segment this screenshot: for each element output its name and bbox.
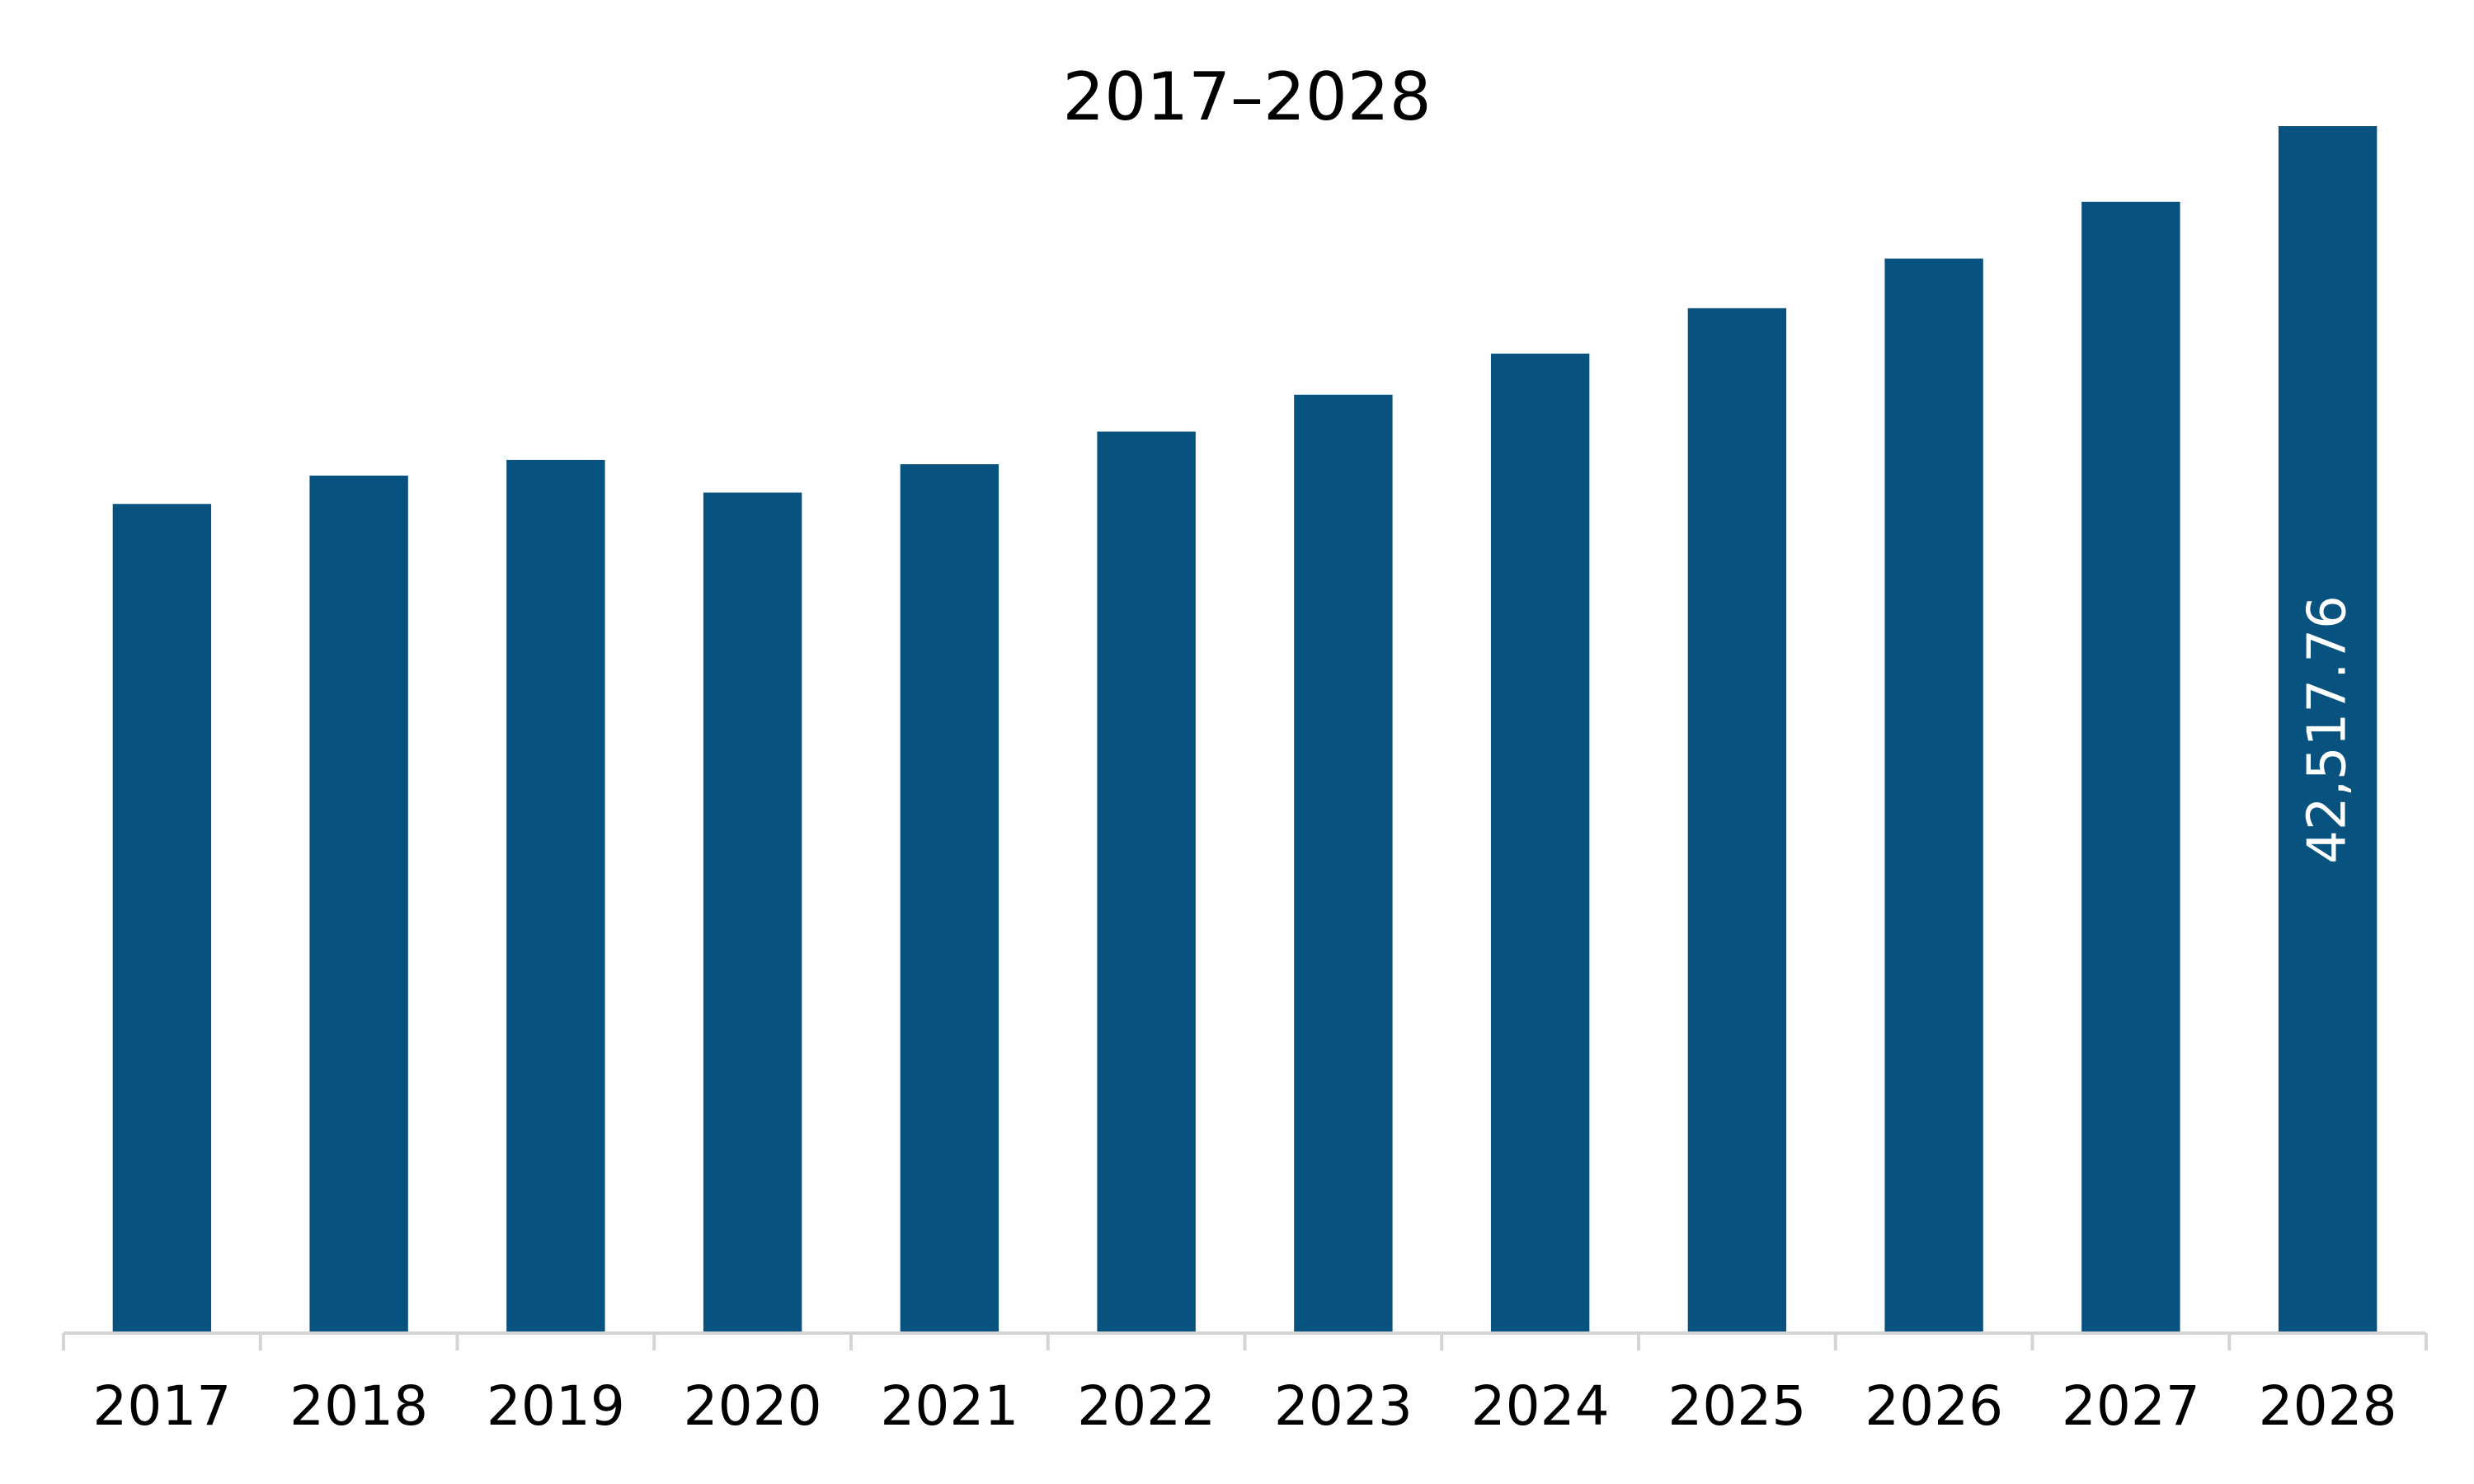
x-tick-labels: 2017 2018 2019 2020 2021 2022 2023 2024 2025 2026… <box>92 1374 2396 1438</box>
bar-2028 <box>2278 126 2378 1332</box>
x-tick-label-2025: 2025 <box>1667 1374 1806 1438</box>
x-tick-label-2027: 2027 <box>2062 1374 2200 1438</box>
x-tick-label-2024: 2024 <box>1471 1374 1610 1438</box>
x-tick-label-2021: 2021 <box>880 1374 1018 1438</box>
x-tick-label-2022: 2022 <box>1077 1374 1216 1438</box>
chart-title: 2017–2028 <box>1062 59 1431 135</box>
bar-2020 <box>703 492 802 1332</box>
bar-2017 <box>112 504 212 1332</box>
bar-2027 <box>2081 201 2180 1332</box>
bar-2021 <box>900 464 999 1332</box>
data-labels: 42,517.76 <box>2298 595 2359 864</box>
x-tick-label-2017: 2017 <box>92 1374 231 1438</box>
bar-2018 <box>309 475 408 1332</box>
bar-2019 <box>506 459 605 1333</box>
x-tick-label-2019: 2019 <box>487 1374 625 1438</box>
bar-2026 <box>1884 258 1983 1332</box>
bars-layer <box>112 126 2378 1333</box>
x-axis <box>62 1331 2428 1350</box>
bar-2022 <box>1097 431 1196 1332</box>
x-tick-label-2023: 2023 <box>1274 1374 1413 1438</box>
bar-2023 <box>1294 394 1393 1332</box>
x-tick-label-2018: 2018 <box>289 1374 428 1438</box>
bar-2025 <box>1687 308 1787 1333</box>
bar-2024 <box>1490 353 1590 1332</box>
data-label-2028: 42,517.76 <box>2298 595 2359 864</box>
x-tick-label-2020: 2020 <box>684 1374 822 1438</box>
x-tick-label-2026: 2026 <box>1865 1374 2003 1438</box>
x-tick-label-2028: 2028 <box>2259 1374 2397 1438</box>
